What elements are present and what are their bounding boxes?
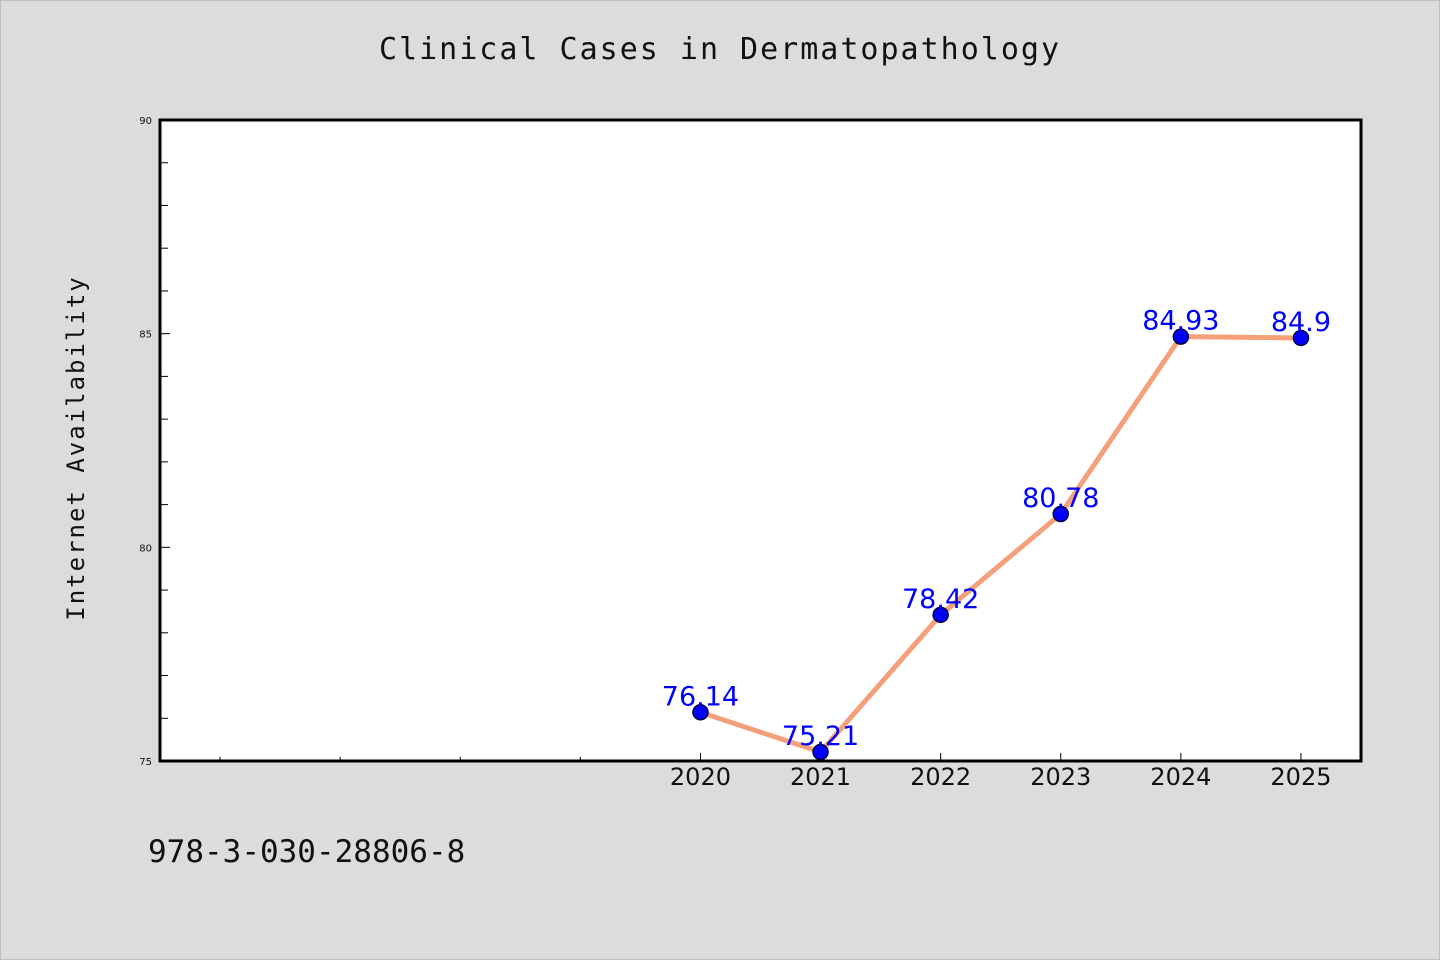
data-label: 78.42 <box>902 584 979 615</box>
x-tick-label: 2023 <box>1030 763 1091 791</box>
data-point <box>692 704 709 721</box>
data-point <box>1172 328 1190 345</box>
plot-frame <box>158 118 1363 763</box>
data-label: 84.9 <box>1271 307 1331 338</box>
footer-isbn: 978-3-030-28806-8 <box>148 834 466 870</box>
x-tick-label: 2021 <box>790 763 851 791</box>
x-tick-label: 2024 <box>1150 763 1211 791</box>
x-tick-label: 2020 <box>670 763 731 791</box>
x-tick-label: 2025 <box>1270 763 1331 791</box>
data-point <box>932 606 949 624</box>
data-label: 75.21 <box>782 721 859 752</box>
y-tick-label: 80 <box>139 543 152 554</box>
data-label: 80.78 <box>1022 483 1099 514</box>
series-line <box>697 334 1304 755</box>
data-label: 84.93 <box>1142 306 1219 337</box>
data-label: 76.14 <box>662 681 739 712</box>
x-tick-label: 2022 <box>910 763 971 791</box>
chart-title: Clinical Cases in Dermatopathology <box>378 32 1062 67</box>
y-tick-label: 75 <box>139 757 152 768</box>
series-markers <box>692 328 1310 761</box>
x-axis: 2020 2021 2022 2023 2024 2025 <box>219 753 1331 791</box>
y-tick-label: 85 <box>139 330 152 341</box>
data-point <box>1292 329 1310 347</box>
y-axis: 75 80 85 90 <box>139 116 170 768</box>
plot-area <box>160 120 1361 761</box>
y-tick-label: 90 <box>139 116 152 127</box>
data-labels: 76.14 75.21 78.42 80.78 84.93 84.9 <box>662 306 1331 752</box>
data-point <box>1052 505 1069 523</box>
